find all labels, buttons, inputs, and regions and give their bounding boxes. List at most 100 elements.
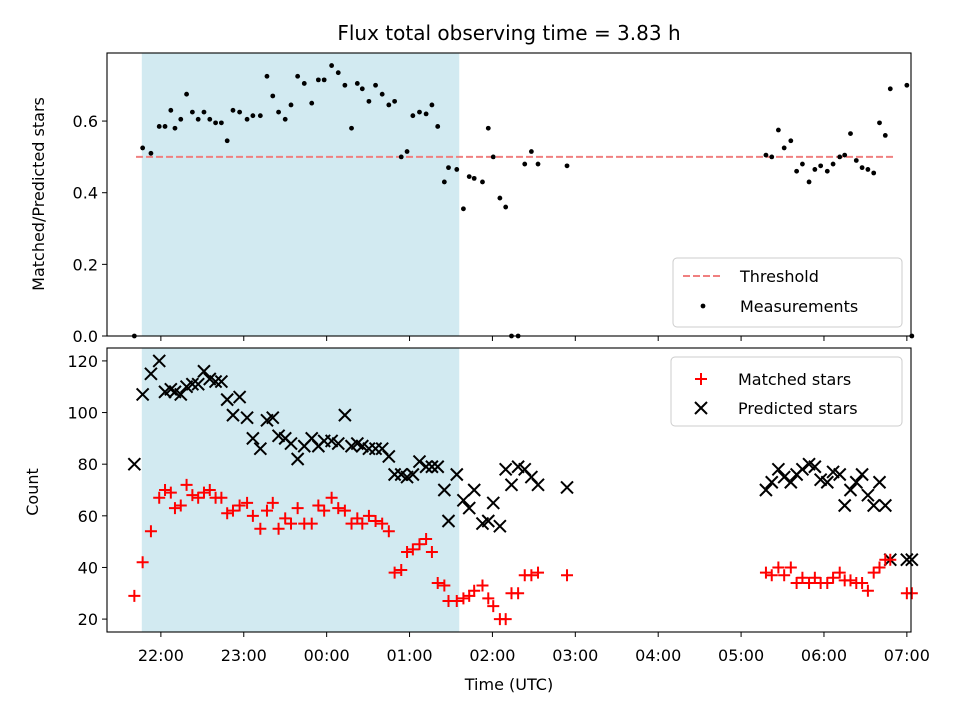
matched-star-marker: [279, 512, 292, 525]
measurement-point: [321, 77, 327, 83]
matched-star-marker: [215, 491, 228, 504]
matched-star-marker: [759, 566, 772, 579]
measurement-point: [342, 82, 348, 88]
predicted-star-marker: [266, 411, 280, 425]
x-tick-label: 00:00: [304, 646, 350, 665]
matched-star-marker: [338, 504, 351, 517]
predicted-star-marker: [246, 431, 260, 446]
matched-star-marker: [561, 569, 574, 582]
x-axis-label: Time (UTC): [464, 675, 553, 694]
matched-star-marker: [784, 561, 797, 574]
measurement-point: [354, 81, 360, 86]
measurement-point: [349, 125, 354, 131]
predicted-star-marker: [253, 441, 268, 456]
counts-y-tick-label: 40: [78, 558, 98, 577]
measurement-point: [288, 102, 294, 108]
measurement-point: [172, 125, 178, 131]
matched-star-marker: [395, 564, 408, 577]
matched-legend-swatch: [695, 373, 707, 385]
measurement-point: [788, 138, 794, 144]
matched-star-marker: [861, 584, 874, 597]
matched-star-marker: [406, 543, 419, 556]
predicted-star-marker: [866, 498, 881, 513]
predicted-star-marker: [808, 460, 822, 474]
matched-legend-label: Matched stars: [738, 370, 851, 389]
ratio-y-tick-label: 0.4: [73, 184, 98, 203]
measurement-point: [295, 73, 301, 79]
matched-star-marker: [325, 491, 338, 504]
matched-star-marker: [856, 576, 869, 589]
matched-star-marker: [413, 538, 426, 551]
x-tick-label: 03:00: [552, 646, 598, 665]
predicted-star-marker: [240, 411, 254, 425]
measurement-point: [842, 152, 848, 158]
predicted-star-marker: [771, 462, 786, 477]
matched-star-marker: [905, 587, 918, 600]
matched-star-marker: [186, 489, 199, 502]
matched-star-marker: [159, 484, 172, 496]
ratio-y-label: Matched/Predicted stars: [29, 97, 48, 291]
matched-star-marker: [369, 514, 382, 527]
measurement-point: [528, 149, 534, 154]
matched-star-marker: [291, 502, 304, 515]
measurement-point: [564, 163, 570, 169]
matched-star-marker: [192, 491, 205, 504]
measurement-point: [237, 109, 243, 115]
matched-star-marker: [765, 569, 778, 582]
matched-star-marker: [376, 517, 389, 530]
measurement-point: [366, 98, 372, 104]
matched-star-marker: [356, 517, 369, 530]
observing-span-bottom: [141, 348, 460, 632]
ratio-legend: Threshold Measurements: [672, 257, 903, 328]
measurement-point: [386, 102, 392, 108]
matched-star-marker: [772, 561, 785, 574]
predicted-star-marker: [144, 367, 158, 381]
predicted-star-marker: [843, 483, 858, 497]
measurement-point: [207, 116, 213, 122]
matched-star-marker: [168, 502, 181, 515]
counts-y-tick-label: 60: [78, 507, 98, 526]
measurement-point: [140, 145, 146, 151]
measurement-point: [490, 154, 496, 160]
counts-panel-frame: [106, 347, 912, 633]
measurement-point: [404, 149, 410, 154]
matched-star-marker: [305, 517, 318, 530]
predicted-star-marker: [284, 436, 298, 451]
measurement-point: [800, 161, 805, 167]
matched-star-marker: [144, 525, 157, 538]
matched-star-marker: [790, 576, 803, 589]
measurement-point: [224, 138, 230, 144]
measurement-point: [417, 109, 422, 115]
matched-star-marker: [312, 499, 325, 512]
matched-star-marker: [164, 486, 177, 499]
matched-star-marker: [482, 592, 495, 605]
predicted-star-marker: [765, 475, 779, 489]
x-tick-label: 23:00: [221, 646, 267, 665]
matched-star-marker: [203, 484, 216, 496]
predicted-star-marker: [837, 498, 852, 513]
predicted-star-marker: [338, 408, 352, 422]
predicted-legend-label: Predicted stars: [738, 399, 858, 418]
ratio-panel: 0.0 0.2 0.4 0.6 Matched/Predicted stars Thr…: [29, 52, 915, 346]
matched-star-marker: [867, 566, 880, 579]
matched-star-marker: [457, 592, 470, 605]
matched-star-marker: [332, 502, 345, 515]
matched-star-marker: [128, 589, 141, 602]
x-tick-label: 07:00: [884, 646, 930, 665]
predicted-star-marker: [560, 480, 574, 495]
counts-panel: 20 40 60 80 100 120 22:00 23:00 00:00 01:00 02:00…: [23, 347, 930, 694]
predicted-star-marker: [214, 374, 229, 389]
matched-star-marker: [254, 522, 267, 535]
threshold-legend-label: Threshold: [739, 267, 819, 286]
matched-star-marker: [401, 545, 414, 558]
measurement-point: [769, 154, 775, 160]
matched-star-marker: [221, 507, 234, 520]
matched-star-marker: [266, 496, 279, 509]
predicted-star-marker: [185, 377, 200, 391]
matched-star-marker: [285, 517, 298, 530]
matched-star-marker: [345, 517, 358, 530]
predicted-star-marker: [759, 483, 773, 497]
measurement-point: [904, 82, 910, 88]
measurement-point: [830, 161, 836, 167]
measurement-point: [398, 154, 404, 160]
